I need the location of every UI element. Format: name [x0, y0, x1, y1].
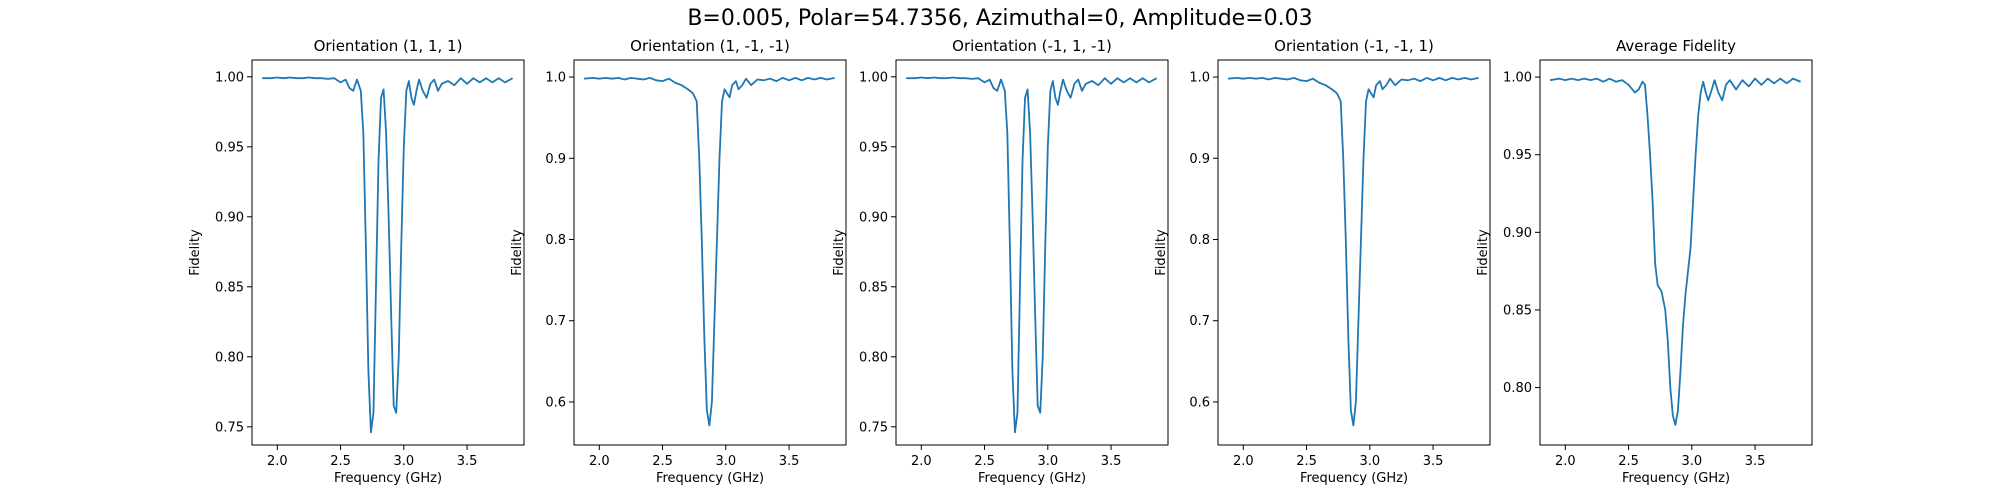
x-tick-label: 2.5: [1618, 454, 1639, 469]
y-tick-label: 1.00: [859, 70, 888, 85]
chart-title: Orientation (1, -1, -1): [630, 37, 790, 55]
y-tick-label: 1.0: [545, 71, 566, 86]
x-tick-label: 3.0: [393, 454, 414, 469]
series-line: [1549, 77, 1801, 426]
x-tick-label: 2.5: [974, 454, 995, 469]
y-tick-label: 0.8: [1189, 233, 1210, 248]
y-tick-label: 0.75: [859, 420, 888, 435]
chart-panel-3: Orientation (-1, 1, -1) 2.0 2.5 3.0 3.5 0.75 0…: [832, 37, 1169, 486]
y-axis-label: Fidelity: [188, 229, 203, 276]
chart-title: Orientation (-1, -1, 1): [1274, 37, 1434, 55]
chart-title: Average Fidelity: [1616, 37, 1736, 55]
y-axis-label: Fidelity: [510, 229, 525, 276]
x-axis-label: Frequency (GHz): [1622, 471, 1730, 486]
x-tick-label: 3.0: [1037, 454, 1058, 469]
chart-title: Orientation (-1, 1, -1): [952, 37, 1112, 55]
plot-frame: [573, 59, 847, 446]
y-tick-label: 0.8: [545, 233, 566, 248]
y-tick-label: 0.95: [1503, 148, 1532, 163]
y-axis-label: Fidelity: [832, 229, 847, 276]
x-tick-label: 3.0: [1681, 454, 1702, 469]
y-tick-label: 0.75: [215, 420, 244, 435]
x-tick-label: 3.0: [1359, 454, 1380, 469]
chart-panel-2: Orientation (1, -1, -1) 2.0 2.5 3.0 3.5 0.6 0.…: [510, 37, 847, 486]
y-tick-label: 0.90: [215, 210, 244, 225]
y-axis-label: Fidelity: [1476, 229, 1491, 276]
y-tick-label: 0.80: [859, 350, 888, 365]
y-tick-label: 0.9: [1189, 152, 1210, 167]
y-tick-label: 0.7: [545, 314, 566, 329]
x-tick-label: 3.5: [1745, 454, 1766, 469]
y-tick-label: 0.95: [859, 140, 888, 155]
x-tick-label: 2.0: [267, 454, 288, 469]
y-tick-label: 0.80: [1503, 381, 1532, 396]
x-tick-label: 2.5: [330, 454, 351, 469]
y-tick-label: 0.85: [1503, 303, 1532, 318]
y-tick-label: 0.80: [215, 350, 244, 365]
x-tick-label: 2.0: [589, 454, 610, 469]
chart-panel-4: Orientation (-1, -1, 1) 2.0 2.5 3.0 3.5 0.6 0.…: [1154, 37, 1491, 486]
x-tick-label: 3.5: [779, 454, 800, 469]
chart-panel-1: Orientation (1, 1, 1) 2.0 2.5 3.0 3.5 0.75 0.8…: [188, 37, 525, 486]
x-tick-label: 3.5: [1101, 454, 1122, 469]
plot-frame: [1217, 59, 1491, 446]
series-line: [1228, 76, 1479, 427]
x-tick-label: 2.5: [1296, 454, 1317, 469]
x-tick-label: 2.0: [1233, 454, 1254, 469]
x-tick-label: 3.5: [457, 454, 478, 469]
series-line: [906, 76, 1158, 434]
x-tick-label: 2.0: [1555, 454, 1576, 469]
x-axis-label: Frequency (GHz): [334, 471, 442, 486]
x-tick-label: 3.5: [1423, 454, 1444, 469]
series-line: [584, 76, 835, 427]
y-tick-label: 0.9: [545, 152, 566, 167]
y-tick-label: 0.90: [859, 210, 888, 225]
x-tick-label: 2.5: [652, 454, 673, 469]
x-axis-label: Frequency (GHz): [978, 471, 1086, 486]
y-tick-label: 0.90: [1503, 226, 1532, 241]
y-tick-label: 0.6: [545, 395, 566, 410]
figure-title: B=0.005, Polar=54.7356, Azimuthal=0, Amp…: [687, 6, 1313, 31]
plot-frame: [1539, 59, 1813, 446]
y-tick-label: 0.85: [859, 280, 888, 295]
y-tick-label: 1.0: [1189, 71, 1210, 86]
y-tick-label: 0.6: [1189, 395, 1210, 410]
y-tick-label: 0.85: [215, 280, 244, 295]
x-axis-label: Frequency (GHz): [1300, 471, 1408, 486]
y-tick-label: 1.00: [215, 70, 244, 85]
x-tick-label: 3.0: [715, 454, 736, 469]
plot-frame: [895, 59, 1169, 446]
y-tick-label: 0.95: [215, 140, 244, 155]
chart-title: Orientation (1, 1, 1): [314, 37, 463, 55]
x-tick-label: 2.0: [911, 454, 932, 469]
plot-frame: [251, 59, 525, 446]
y-tick-label: 1.00: [1503, 71, 1532, 86]
y-tick-label: 0.7: [1189, 314, 1210, 329]
chart-panel-5: Average Fidelity 2.0 2.5 3.0 3.5 0.80 0.85 0.90…: [1476, 37, 1813, 486]
y-axis-label: Fidelity: [1154, 229, 1169, 276]
series-line: [262, 76, 514, 434]
x-axis-label: Frequency (GHz): [656, 471, 764, 486]
